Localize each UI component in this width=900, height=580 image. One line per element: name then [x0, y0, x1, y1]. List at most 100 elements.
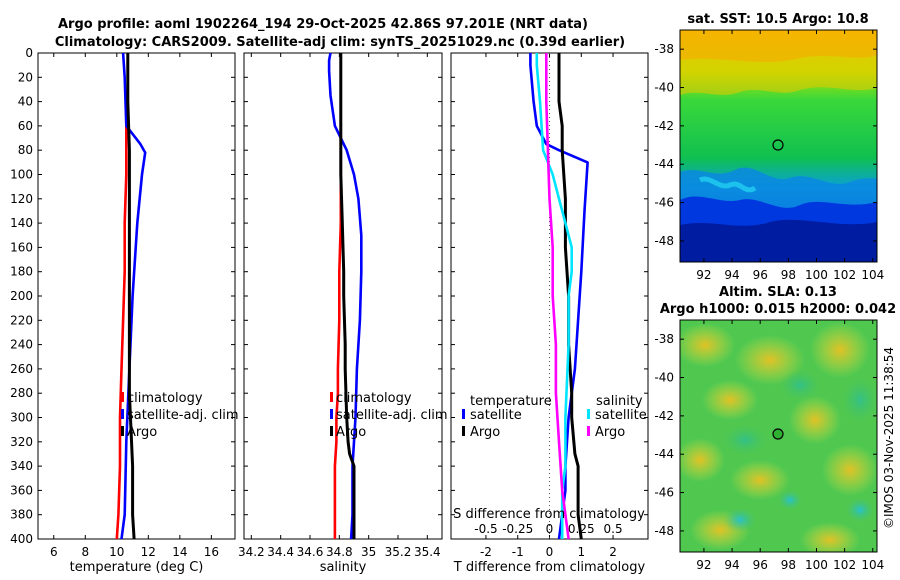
- depth-tick-label: 360: [10, 483, 33, 497]
- legend-swatch: [121, 392, 124, 402]
- salinity-difference-tick-label: -0.5: [474, 522, 497, 536]
- legend-label: Argo: [595, 425, 625, 440]
- map-lon-tick-label: 100: [805, 268, 828, 282]
- sst-map-image: [680, 30, 877, 262]
- salinity-xlabel: salinity: [320, 560, 367, 575]
- temperature-xtick-label: 14: [172, 545, 187, 559]
- figure-title-line1: Argo profile: aoml 1902264_194 29-Oct-20…: [58, 17, 588, 32]
- difference-series-salinity-satellite: [535, 53, 574, 539]
- salinity-xtick-label: 34.2: [238, 545, 265, 559]
- map-lat-tick-label: -38: [654, 332, 674, 346]
- difference-xlabel: T difference from climatology: [453, 560, 646, 575]
- map-lat-tick-label: -46: [654, 196, 674, 210]
- legend-label: satellite: [595, 408, 647, 423]
- map-lat-tick-label: -48: [654, 234, 674, 248]
- depth-tick-label: 100: [10, 168, 33, 182]
- depth-tick-label: 260: [10, 362, 33, 376]
- depth-tick-label: 200: [10, 289, 33, 303]
- legend-swatch: [587, 409, 590, 419]
- temperature-xlabel: temperature (deg C): [70, 560, 204, 575]
- legend-label: Argo: [336, 425, 366, 440]
- difference-xtick-label: -2: [480, 545, 492, 559]
- salinity-difference-axis-label: S difference from climatology: [453, 507, 645, 522]
- depth-tick-label: 300: [10, 411, 33, 425]
- temperature-xtick-label: 16: [204, 545, 219, 559]
- salinity-xtick-label: 35.2: [385, 545, 412, 559]
- depth-tick-label: 160: [10, 240, 33, 254]
- sla-map-panel: 92 94 96 98 100 102 104 -38 -40 -42 -44 -46 -48: [654, 319, 884, 572]
- difference-xtick-label: 1: [577, 545, 585, 559]
- sst-map-panel: 92 94 96 98 100 102 104 -38 -40 -42 -44 -46 -48: [654, 29, 884, 282]
- depth-tick-label: 340: [10, 459, 33, 473]
- sla-map-title-line1: Altim. SLA: 0.13: [719, 285, 837, 300]
- salinity-difference-tick-label: -0.25: [502, 522, 533, 536]
- depth-tick-label: 60: [18, 119, 33, 133]
- map-lon-tick-label: 104: [861, 558, 884, 572]
- map-lon-tick-label: 94: [724, 268, 739, 282]
- depth-tick-label: 20: [18, 70, 33, 84]
- legend-label: satellite: [470, 408, 522, 423]
- temperature-xtick-label: 10: [109, 545, 124, 559]
- depth-tick-label: 140: [10, 216, 33, 230]
- map-lon-tick-label: 102: [833, 268, 856, 282]
- legend-temperature-title: temperature: [470, 394, 552, 409]
- map-lon-tick-label: 104: [861, 268, 884, 282]
- legend-swatch: [121, 426, 124, 436]
- legend-swatch: [330, 409, 333, 419]
- sst-map-title: sat. SST: 10.5 Argo: 10.8: [687, 12, 868, 27]
- temperature-xtick-label: 6: [50, 545, 58, 559]
- map-lat-tick-label: -40: [654, 81, 674, 95]
- map-lon-tick-label: 102: [833, 558, 856, 572]
- map-lon-tick-label: 92: [696, 558, 711, 572]
- legend-swatch: [587, 426, 590, 436]
- legend-label: Argo: [470, 425, 500, 440]
- temperature-series-argo: [126, 53, 136, 540]
- map-lon-tick-label: 94: [724, 558, 739, 572]
- salinity-xtick-label: 34.8: [326, 545, 353, 559]
- legend-label: climatology: [336, 391, 412, 406]
- argo-location-marker: [772, 139, 784, 151]
- legend-label: climatology: [127, 391, 203, 406]
- salinity-xtick-label: 35.4: [414, 545, 441, 559]
- salinity-difference-tick-label: 0.25: [568, 522, 595, 536]
- salinity-profile-panel: 34.2 34.4 34.6 34.8 35 35.2 35.4 salinity climat…: [238, 52, 448, 575]
- map-lat-tick-label: -40: [654, 371, 674, 385]
- map-lon-tick-label: 96: [753, 558, 768, 572]
- legend-salinity-title: salinity: [596, 394, 643, 409]
- map-lon-tick-label: 100: [805, 558, 828, 572]
- map-lat-tick-label: -42: [654, 119, 674, 133]
- legend-swatch: [121, 409, 124, 419]
- map-lon-tick-label: 98: [781, 268, 796, 282]
- depth-tick-label: 280: [10, 386, 33, 400]
- salinity-difference-tick-label: 0: [546, 522, 554, 536]
- temperature-xtick-label: 12: [141, 545, 156, 559]
- salinity-series-argo: [339, 53, 356, 539]
- legend-swatch: [462, 409, 465, 419]
- legend-swatch: [462, 426, 465, 436]
- depth-tick-label: 240: [10, 338, 33, 352]
- depth-tick-label: 180: [10, 265, 33, 279]
- difference-xtick-label: 2: [609, 545, 617, 559]
- legend-label: Argo: [127, 425, 157, 440]
- depth-tick-label: 400: [10, 532, 33, 546]
- salinity-xtick-label: 35: [361, 545, 376, 559]
- depth-tick-label: 40: [18, 95, 33, 109]
- map-lat-tick-label: -46: [654, 486, 674, 500]
- temperature-series-satellite-adj-clim: [120, 52, 147, 540]
- legend-label: satellite-adj. clim: [127, 408, 239, 423]
- temperature-axes-frame: [37, 52, 236, 540]
- difference-series-temperature-satellite: [529, 53, 589, 540]
- map-lat-tick-label: -44: [654, 447, 674, 461]
- map-lat-tick-label: -38: [654, 42, 674, 56]
- map-lon-tick-label: 92: [696, 268, 711, 282]
- difference-xtick-label: 0: [546, 545, 554, 559]
- map-lat-tick-label: -42: [654, 409, 674, 423]
- legend-swatch: [330, 392, 333, 402]
- map-lon-tick-label: 98: [781, 558, 796, 572]
- legend-swatch: [330, 426, 333, 436]
- depth-tick-label: 120: [10, 192, 33, 206]
- depth-tick-label: 80: [18, 143, 33, 157]
- difference-series-salinity-argo: [544, 53, 570, 540]
- temperature-series-climatology: [115, 125, 128, 540]
